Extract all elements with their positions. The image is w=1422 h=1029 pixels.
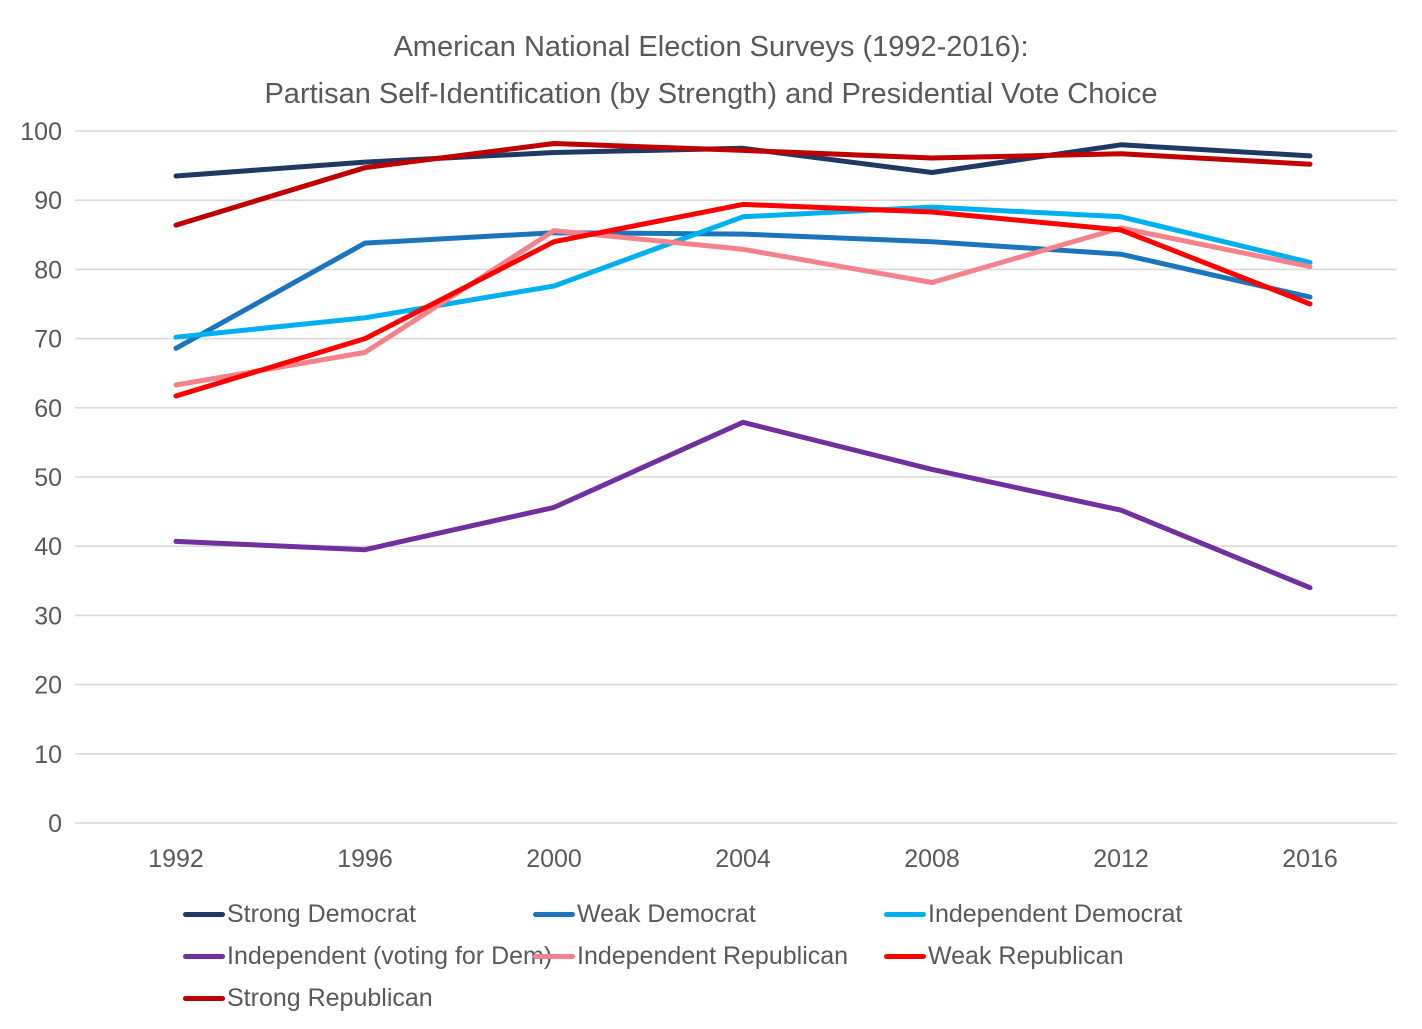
x-axis-tick-2012: 2012 bbox=[1093, 845, 1149, 873]
y-axis-tick-80: 80 bbox=[34, 256, 62, 284]
x-axis-tick-1996: 1996 bbox=[337, 845, 393, 873]
y-axis-tick-20: 20 bbox=[34, 672, 62, 700]
y-axis-tick-40: 40 bbox=[34, 533, 62, 561]
series-line-strong-republican bbox=[173, 141, 1313, 228]
x-axis-tick-2000: 2000 bbox=[526, 845, 582, 873]
x-axis-tick-2004: 2004 bbox=[715, 845, 771, 873]
series-line-weak-republican bbox=[173, 201, 1313, 399]
chart-title-line1: American National Election Surveys (1992… bbox=[393, 31, 1029, 63]
x-axis-tick-2016: 2016 bbox=[1282, 845, 1338, 873]
y-axis-tick-100: 100 bbox=[20, 118, 62, 146]
y-axis-tick-60: 60 bbox=[34, 395, 62, 423]
y-axis-tick-10: 10 bbox=[34, 741, 62, 769]
x-axis-tick-2008: 2008 bbox=[904, 845, 960, 873]
series-line-independent-democrat bbox=[173, 204, 1313, 340]
chart-title-line2: Partisan Self-Identification (by Strengt… bbox=[264, 78, 1158, 110]
series-line-weak-democrat bbox=[173, 230, 1313, 351]
chart-title: American National Election Surveys (1992… bbox=[0, 24, 1422, 118]
y-axis-tick-70: 70 bbox=[34, 326, 62, 354]
y-axis-tick-30: 30 bbox=[34, 602, 62, 630]
y-axis-tick-0: 0 bbox=[48, 810, 62, 838]
x-axis-tick-1992: 1992 bbox=[148, 845, 204, 873]
y-axis-tick-50: 50 bbox=[34, 464, 62, 492]
y-axis-tick-90: 90 bbox=[34, 187, 62, 215]
series-line-independent-voting-for-dem bbox=[173, 419, 1313, 591]
